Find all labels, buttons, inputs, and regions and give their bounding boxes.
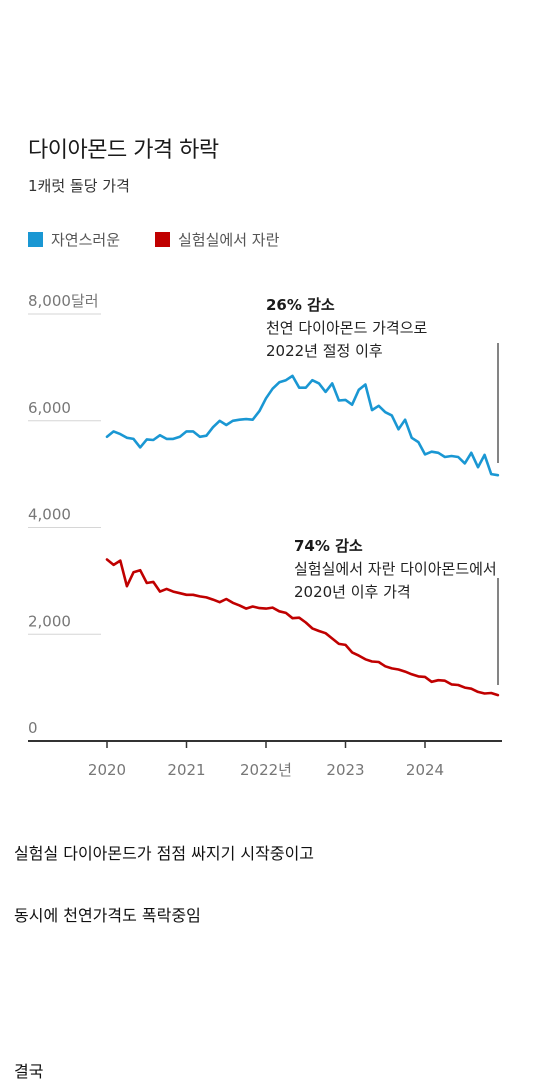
annotation-1-line-1: 천연 다이아몬드 가격으로 [266,319,428,337]
chart-title: 다이아몬드 가격 하락 [28,138,219,163]
series-lines [105,374,500,697]
y-tick-label-3: 6,000 [28,399,71,417]
annotation-2-line-1: 실험실에서 자란 다이아몬드에서 [294,560,497,578]
annotations: 26% 감소 천연 다이아몬드 가격으로 2022년 절정 이후 74% 감소 … [266,296,499,685]
x-tick-label-3: 2023 [326,761,364,779]
y-tick-labels: 0 2,000 4,000 6,000 8,000달러 [28,292,99,737]
legend-swatch-natural [28,232,43,247]
annotation-1-headline: 26% 감소 [266,296,335,314]
legend-swatch-lab [155,232,170,247]
legend-label-lab: 실험실에서 자란 [178,231,280,249]
x-tick-label-4: 2024 [406,761,444,779]
series-line-natural [105,374,500,477]
caption-text-3: 결국 [14,1062,44,1081]
caption-text-1: 실험실 다이아몬드가 점점 싸지기 시작중이고 [14,844,315,863]
annotation-1-line-2: 2022년 절정 이후 [266,342,383,360]
y-tick-label-0: 0 [28,719,38,737]
series-line-lab [105,558,500,697]
y-tick-label-1: 2,000 [28,612,71,630]
x-tick-label-2: 2022년 [240,761,292,779]
x-axis: 2020 2021 2022년 2023 2024 [28,740,502,779]
x-tick-label-1: 2021 [167,761,205,779]
y-tick-label-4: 8,000달러 [28,292,99,310]
grid-lines [28,313,101,635]
y-tick-label-2: 4,000 [28,506,71,524]
chart-subtitle: 1캐럿 돌당 가격 [28,177,130,195]
legend-item-lab: 실험실에서 자란 [155,229,279,250]
caption-text-2: 동시에 천연가격도 폭락중임 [14,906,201,925]
legend-item-natural: 자연스러운 [28,229,120,250]
x-tick-label-0: 2020 [88,761,126,779]
annotation-2-headline: 74% 감소 [294,537,363,555]
legend-label-natural: 자연스러운 [51,231,121,249]
annotation-2-line-2: 2020년 이후 가격 [294,583,411,601]
